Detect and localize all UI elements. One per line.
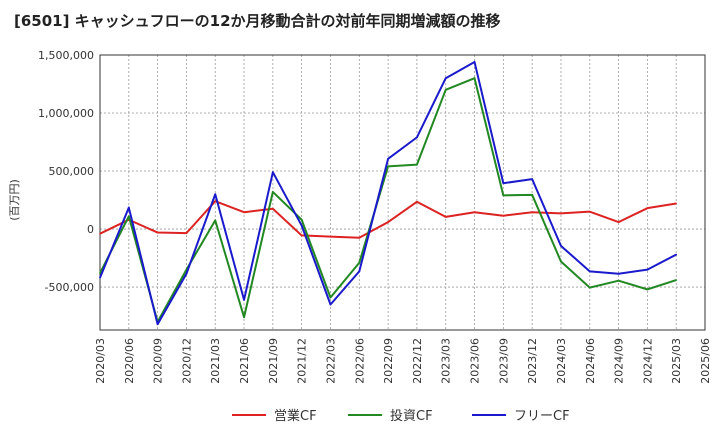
data-point: [329, 235, 332, 238]
data-point: [675, 279, 677, 281]
x-tick-label: 2023/09: [497, 338, 510, 384]
legend: 営業CF 投資CF フリーCF: [232, 408, 570, 424]
data-point: [300, 218, 303, 221]
data-point: [156, 323, 159, 325]
data-point: [473, 211, 476, 214]
data-point: [416, 163, 418, 166]
grid: [100, 54, 705, 330]
data-point: [243, 211, 245, 214]
axes: 2020/03 2020/06 2020/09 2020/12 2021/03 2021/…: [38, 49, 712, 384]
data-point: [272, 171, 274, 173]
legend-label: 営業CF: [274, 408, 317, 424]
data-point: [588, 270, 591, 273]
data-point: [675, 202, 677, 205]
data-point: [444, 77, 447, 80]
plot-frame: [99, 54, 706, 331]
data-point: [214, 200, 217, 203]
x-tick-label: 2024/12: [641, 338, 654, 384]
data-point: [358, 236, 361, 239]
x-tick-label: 2022/06: [353, 338, 366, 384]
data-point: [531, 194, 533, 196]
chart-title: [6501] キャッシュフローの12か月移動合計の対前年同期増減額の推移: [14, 12, 501, 30]
data-point: [675, 253, 677, 256]
data-point: [617, 221, 620, 223]
x-tick-label: 2020/06: [123, 338, 136, 384]
x-tick-label: 2020/09: [152, 338, 165, 384]
x-tick-label: 2023/06: [469, 338, 482, 384]
y-tick-label: 0: [87, 223, 94, 236]
x-tick-label: 2022/09: [382, 338, 395, 384]
data-point: [387, 221, 389, 223]
data-point: [560, 260, 562, 263]
x-tick-label: 2023/03: [440, 338, 453, 384]
x-tick-label: 2023/12: [526, 338, 539, 384]
y-axis-label: (百万円): [8, 179, 21, 221]
data-point: [358, 270, 361, 273]
data-point: [646, 268, 649, 271]
data-point: [502, 182, 505, 185]
data-point: [617, 272, 620, 275]
data-point: [358, 261, 361, 264]
data-point: [214, 193, 217, 196]
data-point: [329, 296, 332, 299]
data-point: [502, 214, 505, 217]
data-point: [531, 178, 533, 180]
data-point: [588, 210, 591, 213]
data-point: [329, 303, 332, 306]
data-point: [502, 194, 505, 197]
data-point: [214, 219, 217, 222]
data-point: [387, 158, 389, 160]
y-tick-label: 500,000: [49, 165, 95, 178]
x-tick-label: 2022/03: [324, 338, 337, 384]
data-point: [128, 215, 130, 218]
data-point: [617, 279, 620, 282]
x-tick-label: 2021/09: [267, 338, 280, 384]
x-tick-label: 2020/03: [94, 338, 107, 384]
y-tick-label: 1,500,000: [38, 49, 94, 62]
data-point: [473, 77, 476, 80]
x-tick-label: 2021/03: [209, 338, 222, 384]
data-point: [272, 207, 274, 210]
data-point: [444, 89, 447, 91]
data-point: [531, 211, 533, 214]
x-tick-label: 2020/12: [180, 338, 193, 384]
data-point: [560, 212, 562, 215]
x-tick-label: 2024/06: [584, 338, 597, 384]
x-tick-label: 2025/06: [699, 338, 712, 384]
y-tick-label: -500,000: [45, 281, 94, 294]
data-point: [473, 61, 476, 63]
x-tick-label: 2021/06: [238, 338, 251, 384]
data-point: [646, 207, 649, 209]
data-point: [646, 288, 649, 291]
x-tick-label: 2021/12: [296, 338, 309, 384]
data-point: [588, 286, 591, 289]
data-point: [99, 272, 101, 274]
data-point: [300, 234, 303, 237]
data-point: [99, 232, 101, 235]
data-point: [416, 200, 418, 203]
data-point: [416, 136, 418, 139]
data-point: [272, 191, 274, 193]
x-tick-label: 2025/03: [670, 338, 683, 384]
legend-label: フリーCF: [514, 409, 570, 424]
data-point: [243, 316, 245, 319]
legend-label: 投資CF: [390, 408, 433, 424]
x-tick-label: 2022/12: [411, 338, 424, 384]
data-point: [128, 206, 130, 209]
data-point: [300, 224, 303, 227]
x-tick-label: 2024/09: [613, 338, 626, 384]
data-point: [243, 299, 245, 301]
data-point: [99, 276, 101, 279]
data-point: [387, 165, 389, 168]
x-tick-label: 2024/03: [555, 338, 568, 384]
data-point: [560, 245, 562, 247]
series-lines: [99, 60, 677, 326]
data-point: [444, 216, 447, 218]
data-point: [185, 272, 188, 275]
y-tick-label: 1,000,000: [38, 107, 94, 120]
data-point: [156, 231, 159, 234]
data-point: [185, 232, 188, 234]
